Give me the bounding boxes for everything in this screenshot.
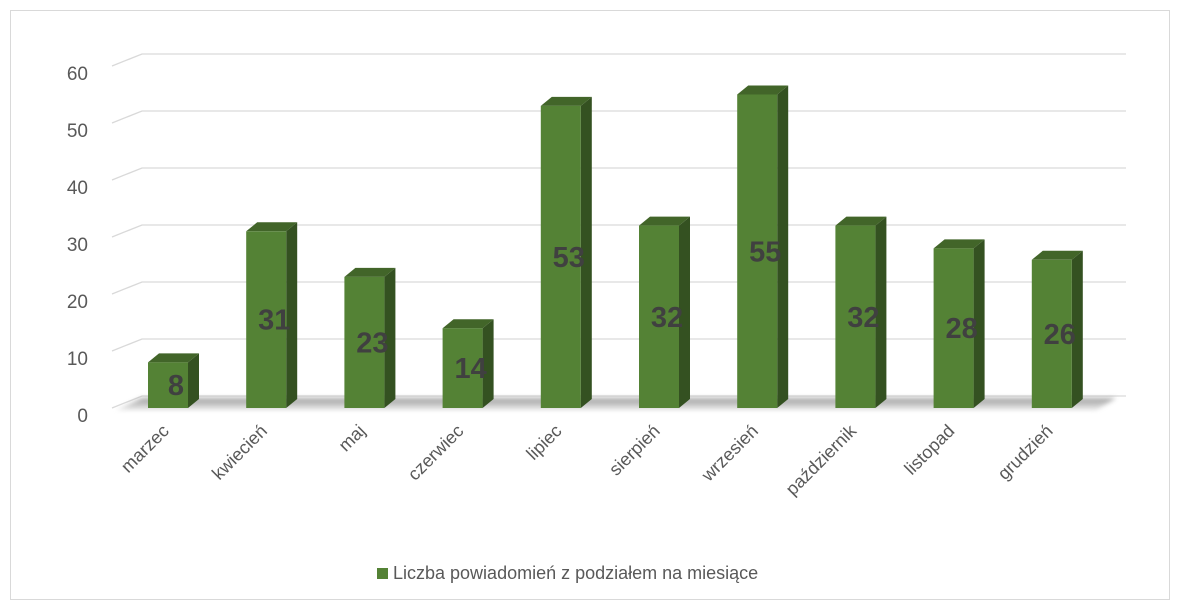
bar-front (639, 225, 679, 408)
x-tick-label: grudzień (994, 421, 1057, 484)
y-tick-label: 40 (67, 178, 88, 199)
x-tick-label: październik (782, 420, 861, 499)
bar-front (148, 362, 188, 408)
x-tick-label: maj (335, 421, 370, 456)
bar-top (344, 267, 396, 277)
bar-side (482, 319, 494, 408)
bar (835, 216, 887, 408)
bar-top (148, 353, 199, 363)
bar (737, 85, 789, 408)
gridline (111, 281, 1126, 295)
x-tick-label: marzec (117, 421, 173, 477)
bar-front (344, 276, 385, 408)
data-label: 31 (258, 305, 290, 337)
gridlines (111, 53, 1126, 409)
data-label: 55 (749, 236, 781, 268)
gridline (111, 53, 1126, 67)
y-tick-label: 0 (77, 406, 88, 427)
x-tick-label: czerwiec (404, 421, 468, 485)
bar (442, 319, 494, 408)
legend-label: Liczba powiadomień z podziałem na miesią… (393, 563, 758, 583)
x-tick-label: listopad (900, 421, 958, 479)
bar (1031, 250, 1083, 408)
data-label: 28 (945, 313, 977, 345)
bar (344, 267, 396, 408)
legend-swatch (377, 568, 388, 579)
x-tick-label: sierpień (605, 421, 664, 480)
bar-side (777, 85, 789, 408)
bar-front (737, 94, 778, 408)
gridline (111, 167, 1126, 181)
bar-top (639, 216, 690, 226)
y-tick-label: 10 (67, 349, 88, 370)
data-label: 14 (454, 353, 486, 385)
bar (540, 96, 592, 409)
data-label: 32 (651, 302, 683, 334)
x-axis: marzec kwiecień maj czerwiec lipiec sierpień w… (117, 420, 1057, 499)
bar-top (442, 319, 494, 329)
bar-side (580, 96, 592, 409)
bar-side (679, 216, 690, 408)
bar-front (246, 231, 287, 408)
y-tick-label: 50 (67, 121, 88, 142)
bar-top (835, 216, 887, 226)
bar (639, 216, 690, 408)
bar-side (384, 267, 396, 408)
bar (148, 353, 199, 408)
bar-top (737, 85, 789, 95)
legend: Liczba powiadomień z podziałem na miesią… (377, 563, 758, 583)
bar-side (1071, 250, 1083, 408)
data-label: 26 (1044, 319, 1076, 351)
y-tick-label: 30 (67, 235, 88, 256)
bar (933, 239, 985, 408)
data-label: 32 (847, 302, 879, 334)
bar-front (933, 248, 974, 408)
x-tick-label: kwiecień (208, 421, 271, 484)
gridline (111, 395, 1126, 409)
y-axis: 0 10 20 30 40 50 60 (67, 64, 88, 427)
bar-top (540, 96, 592, 106)
bar-front (540, 105, 581, 409)
x-tick-label: wrzesień (697, 421, 762, 486)
data-labels: 8 31 23 14 53 32 55 32 28 26 (168, 236, 1076, 402)
bar-front (442, 328, 483, 408)
bar-front (835, 225, 876, 408)
y-tick-label: 60 (67, 64, 88, 85)
bar-top (933, 239, 985, 249)
x-tick-label: lipiec (522, 421, 565, 464)
bar-side (286, 222, 298, 408)
data-label: 23 (356, 327, 388, 359)
bar-front (1031, 259, 1072, 408)
data-label: 53 (553, 242, 585, 274)
bar-side (973, 239, 985, 408)
gridline (111, 110, 1126, 124)
y-tick-label: 20 (67, 292, 88, 313)
bar-side (188, 353, 199, 408)
gridline (111, 338, 1126, 352)
bar-top (1031, 250, 1083, 260)
bar-side (875, 216, 887, 408)
bars (148, 85, 1083, 409)
bar (246, 222, 298, 408)
gridline (111, 224, 1126, 238)
data-label: 8 (168, 370, 184, 402)
bar-top (246, 222, 298, 232)
